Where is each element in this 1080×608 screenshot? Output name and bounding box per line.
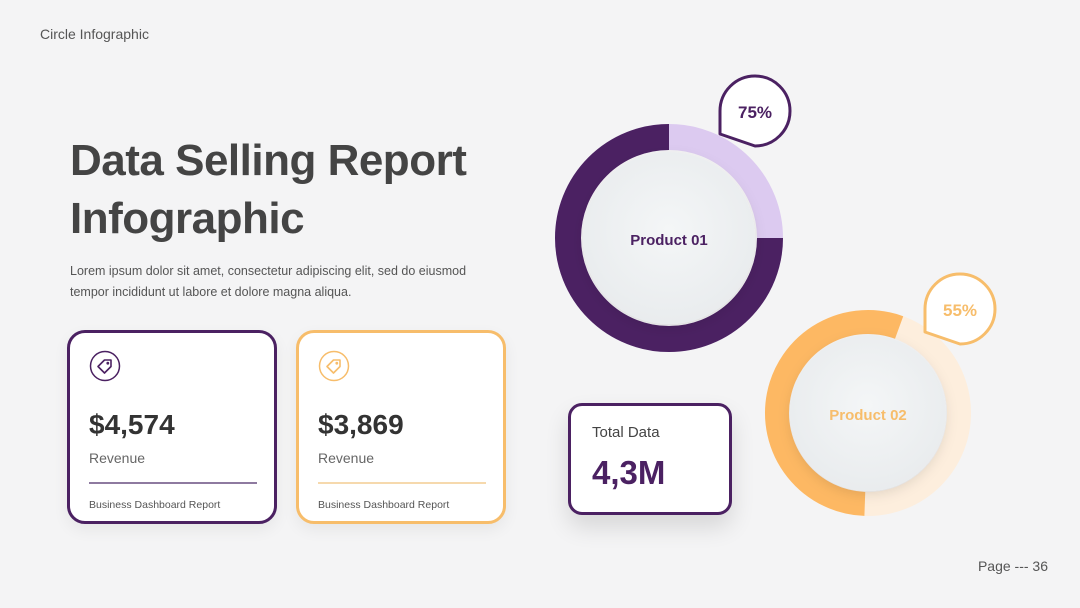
revenue-card-1: $4,574 Revenue Business Dashboard Report bbox=[67, 330, 277, 524]
revenue-card-2: $3,869 Revenue Business Dashboard Report bbox=[296, 330, 506, 524]
description-line-1: Lorem ipsum dolor sit amet, consectetur … bbox=[70, 264, 467, 278]
card-label: Revenue bbox=[318, 450, 375, 466]
product-01-label: Product 01 bbox=[630, 232, 708, 249]
card-amount: $4,574 bbox=[89, 409, 175, 440]
card-footer: Business Dashboard Report bbox=[318, 499, 450, 511]
title-line-1: Data Selling Report bbox=[70, 136, 467, 185]
page-title: Data Selling Report Infographic bbox=[70, 132, 530, 248]
card-footer: Business Dashboard Report bbox=[89, 499, 221, 511]
product-02-percent: 55% bbox=[943, 301, 977, 320]
total-label: Total Data bbox=[592, 424, 660, 441]
tag-icon bbox=[318, 350, 350, 382]
card-divider bbox=[318, 482, 486, 484]
card-label: Revenue bbox=[89, 450, 146, 466]
product-01-percent: 75% bbox=[738, 103, 772, 122]
description-line-2: tempor incididunt ut labore et dolore ma… bbox=[70, 285, 352, 299]
title-line-2: Infographic bbox=[70, 194, 305, 243]
product-02-bubble: 55% bbox=[923, 272, 997, 346]
product-02-center bbox=[790, 335, 946, 491]
product-01-center bbox=[583, 152, 755, 324]
total-value: 4,3M bbox=[592, 454, 666, 491]
product-01-arc bbox=[555, 124, 783, 352]
product-02-ring: Product 02 bbox=[765, 310, 971, 516]
product-01-ring: Product 01 bbox=[555, 124, 783, 352]
tag-icon bbox=[89, 350, 121, 382]
header-label: Circle Infographic bbox=[40, 26, 149, 42]
page-number: Page --- 36 bbox=[977, 558, 1048, 574]
description: Lorem ipsum dolor sit amet, consectetur … bbox=[70, 261, 490, 303]
card-divider bbox=[89, 482, 257, 484]
product-02-label: Product 02 bbox=[829, 407, 907, 424]
total-data-box: Total Data 4,3M bbox=[568, 403, 732, 515]
product-01-bubble: 75% bbox=[718, 74, 792, 148]
product-02-arc bbox=[765, 310, 904, 516]
card-amount: $3,869 bbox=[318, 409, 404, 440]
